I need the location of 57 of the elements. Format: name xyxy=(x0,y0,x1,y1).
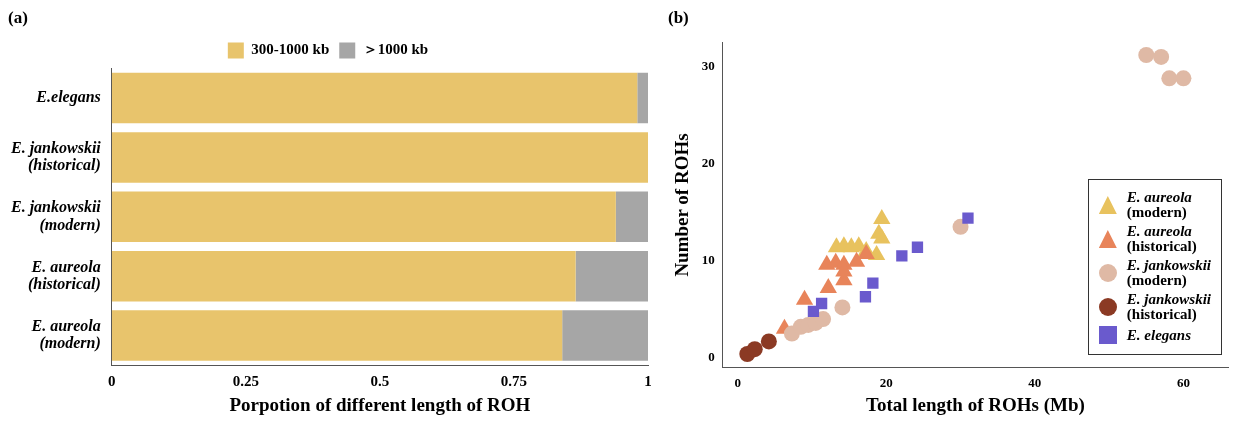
legend-label: E. jankowskii (modern) xyxy=(1126,257,1211,288)
x-tick-label: 60 xyxy=(1176,374,1190,390)
x-tick-label: 40 xyxy=(1028,374,1042,390)
y-tick-label: E. aureola (modern) xyxy=(30,316,101,353)
point xyxy=(896,250,908,262)
y-tick-label: E. jankowskii (historical) xyxy=(9,138,102,175)
point xyxy=(911,241,924,253)
legend-label: ＞1000 kb xyxy=(362,41,429,58)
y-tick-label: 0 xyxy=(708,349,715,365)
y-tick-label: E. jankowskii (modern) xyxy=(9,198,102,234)
point xyxy=(746,341,763,358)
point xyxy=(962,212,974,224)
bar xyxy=(575,250,648,302)
y-axis-title: Number of ROHs xyxy=(671,133,693,277)
legend-label: 300-1000 kb xyxy=(251,41,330,58)
bar xyxy=(111,250,576,302)
legend-label: E. jankowskii (historical) xyxy=(1126,291,1211,322)
y-tick-label: E. aureola (historical) xyxy=(27,257,101,294)
point xyxy=(873,228,891,244)
point xyxy=(1161,70,1178,87)
legend-label: E. aureola (historical) xyxy=(1126,223,1197,254)
y-tick-label: 10 xyxy=(701,252,715,268)
point xyxy=(815,297,828,310)
point xyxy=(819,278,837,293)
point xyxy=(847,251,866,267)
chart-title: (b) xyxy=(668,7,689,27)
x-tick-label: 0 xyxy=(734,374,741,390)
chart-title: (a) xyxy=(8,7,28,27)
point xyxy=(1138,47,1155,64)
x-tick-label: 0.25 xyxy=(232,373,259,390)
x-tick-label: 0.75 xyxy=(500,373,528,390)
bar xyxy=(637,72,648,124)
x-axis-title: Porpotion of different length of ROH xyxy=(229,393,531,415)
point xyxy=(834,299,851,316)
point xyxy=(795,289,814,305)
bar xyxy=(111,310,563,361)
bar xyxy=(111,191,616,243)
x-tick-label: 0 xyxy=(108,373,116,390)
x-tick-label: 1 xyxy=(644,373,652,390)
legend-label: E. aureola (modern) xyxy=(1126,189,1192,220)
legend-label: E. elegans xyxy=(1126,326,1191,343)
x-tick-label: 20 xyxy=(879,374,893,390)
point xyxy=(867,277,879,289)
point xyxy=(760,333,777,350)
point xyxy=(1153,48,1170,65)
x-axis-title: Total length of ROHs (Mb) xyxy=(865,393,1085,416)
bar xyxy=(615,191,648,243)
bar xyxy=(111,132,648,183)
y-tick-label: E.elegans xyxy=(35,88,101,107)
y-tick-label: 30 xyxy=(701,58,715,74)
bar xyxy=(562,310,648,361)
bar xyxy=(111,72,638,124)
point xyxy=(859,291,872,303)
x-tick-label: 0.5 xyxy=(370,373,390,390)
y-tick-label: 20 xyxy=(701,155,715,171)
point xyxy=(873,209,891,225)
point xyxy=(1175,70,1192,87)
